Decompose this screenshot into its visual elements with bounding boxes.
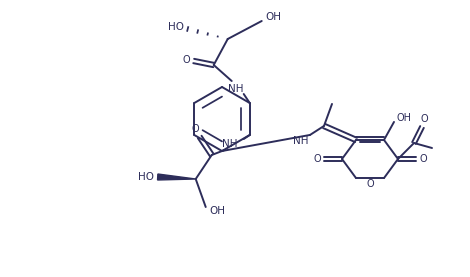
Text: O: O [366, 179, 374, 189]
Text: NH: NH [228, 84, 243, 94]
Text: HO: HO [138, 172, 154, 182]
Text: OH: OH [266, 12, 282, 22]
Text: OH: OH [210, 206, 226, 216]
Text: OH: OH [397, 113, 412, 123]
Text: O: O [419, 154, 427, 164]
Text: O: O [183, 55, 190, 65]
Text: HO: HO [168, 22, 184, 32]
Text: NH: NH [222, 139, 237, 149]
Text: O: O [420, 114, 428, 124]
Text: NH: NH [293, 136, 309, 146]
Polygon shape [157, 174, 196, 180]
Text: O: O [192, 124, 200, 134]
Text: O: O [313, 154, 321, 164]
